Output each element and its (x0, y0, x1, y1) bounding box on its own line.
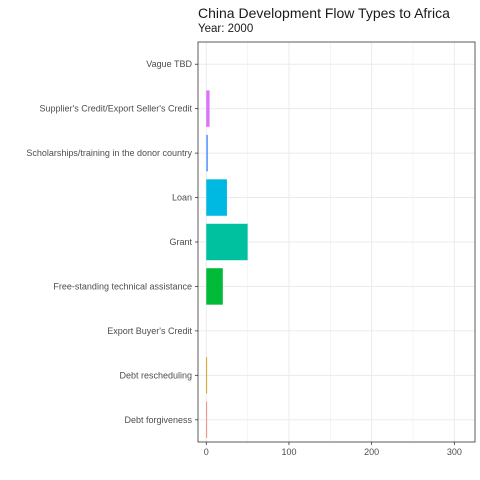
category-label: Debt forgiveness (124, 415, 192, 425)
bar-3 (206, 179, 227, 216)
bar-1 (206, 90, 210, 127)
chart-subtitle: Year: 2000 (198, 23, 254, 35)
x-axis-ticks: 0 100 200 300 (204, 442, 462, 457)
category-label: Supplier's Credit/Export Seller's Credit (40, 104, 193, 114)
x-tick-label: 0 (204, 447, 209, 457)
category-label: Scholarships/training in the donor count… (26, 148, 192, 158)
x-tick-label: 200 (364, 447, 379, 457)
bar-2 (206, 134, 208, 172)
bar-8 (206, 401, 208, 438)
x-tick-label: 300 (447, 447, 462, 457)
category-label: Export Buyer's Credit (107, 326, 192, 336)
category-label: Vague TBD (146, 59, 192, 69)
grid-lines (198, 42, 475, 442)
bars (206, 90, 248, 438)
category-label: Free-standing technical assistance (53, 281, 192, 291)
category-label: Debt rescheduling (119, 370, 192, 380)
x-tick-label: 100 (281, 447, 296, 457)
bar-7 (206, 357, 208, 394)
category-label: Grant (169, 237, 192, 247)
category-label: Loan (172, 193, 192, 203)
y-axis-ticks: Vague TBD Supplier's Credit/Export Seller… (26, 59, 198, 425)
bar-5 (206, 268, 223, 305)
bar-4 (206, 223, 248, 261)
chart-title: China Development Flow Types to Africa (198, 5, 450, 21)
